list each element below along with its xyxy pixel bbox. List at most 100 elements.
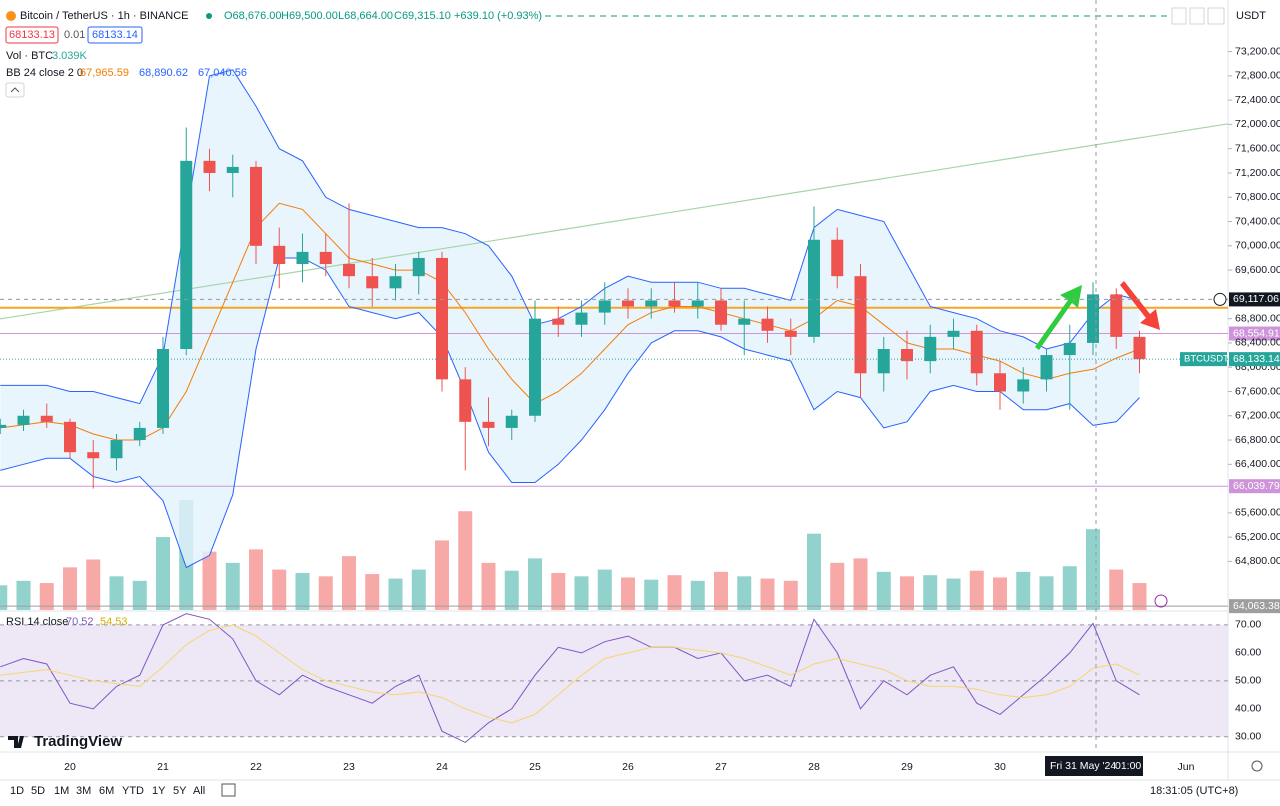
range-button[interactable]: All (193, 785, 205, 797)
symbol-label-box (1180, 352, 1227, 367)
range-button[interactable]: 5D (31, 785, 45, 797)
candle-body (505, 415, 518, 428)
crosshair-price: 69,117.06 (1233, 293, 1279, 305)
volume-bar (876, 571, 891, 610)
range-button[interactable]: 3M (76, 785, 91, 797)
volume-bar (272, 569, 287, 610)
high: H69,500.00 (281, 10, 338, 22)
bb-basis: 67,965.59 (80, 67, 129, 79)
price-label: 66,039.79 (1233, 480, 1280, 492)
range-button[interactable]: YTD (122, 785, 144, 797)
events-icon (1154, 594, 1168, 608)
y-tick-label: 66,800.00 (1235, 434, 1280, 446)
date-range-button[interactable] (221, 783, 236, 797)
volume-bar (458, 511, 473, 610)
volume-bar (1109, 569, 1124, 610)
candle-body (436, 257, 448, 380)
volume-bar (504, 570, 519, 610)
volume-bar (318, 576, 333, 610)
sell-button[interactable] (5, 26, 59, 44)
candle-body (226, 166, 239, 173)
maximize-button[interactable] (1189, 7, 1205, 25)
range-button[interactable]: 1D (10, 785, 24, 797)
candle-body (994, 373, 1006, 392)
crosshair-time: 01:00 (1115, 760, 1141, 772)
range-button[interactable]: 6M (99, 785, 114, 797)
candle-body (87, 452, 100, 459)
candle-body (133, 427, 146, 441)
price-label-box (1229, 599, 1280, 614)
y-tick-label: 67,200.00 (1235, 410, 1280, 422)
volume-bar (783, 580, 798, 610)
candle-body (40, 415, 53, 422)
volume-bar (923, 575, 938, 610)
volume-bar (644, 579, 659, 610)
candle-body (180, 160, 193, 350)
volume-bar (807, 533, 821, 610)
y-tick-label: 70,800.00 (1235, 191, 1280, 203)
status-dot (206, 13, 212, 19)
volume-bar (225, 562, 240, 610)
x-tick-label: 25 (529, 761, 541, 773)
volume-bar (16, 580, 31, 610)
open: O68,676.00 (224, 10, 282, 22)
volume-bar (388, 578, 403, 610)
candle-body (1133, 336, 1146, 360)
candle-body (64, 421, 76, 453)
buy-price[interactable]: 68133.14 (92, 29, 138, 41)
collapse-icon (10, 87, 20, 93)
volume-bar (481, 562, 496, 610)
range-button[interactable]: 1M (54, 785, 69, 797)
range-button[interactable]: 5Y (173, 785, 187, 797)
volume-bar (86, 559, 101, 610)
y-tick-label: 69,600.00 (1235, 264, 1280, 276)
buy-button[interactable] (87, 26, 143, 44)
low: L68,664.00 (338, 10, 393, 22)
volume-bar (853, 558, 868, 610)
crosshair-date: Fri 31 May '24 (1050, 760, 1116, 772)
y-tick-label: 67,600.00 (1235, 385, 1280, 397)
volume-bar (1062, 566, 1077, 610)
range-button[interactable]: 1Y (152, 785, 166, 797)
x-tick-label: 22 (250, 761, 262, 773)
close: C69,315.10 (394, 10, 451, 22)
symbol-label: BTCUSDT (1184, 354, 1229, 365)
candle-body (1110, 294, 1123, 337)
collapse-button[interactable] (5, 82, 25, 98)
bb-fill (0, 69, 1140, 568)
candle-body (854, 276, 867, 374)
candle-body (622, 300, 634, 307)
candle-body (970, 330, 983, 374)
y-tick-label: 70,400.00 (1235, 215, 1280, 227)
candle-body (157, 349, 169, 428)
sell-price[interactable]: 68133.13 (9, 29, 55, 41)
candle-body (947, 330, 960, 337)
scroll-button[interactable] (1171, 7, 1187, 25)
candle-body (738, 318, 751, 325)
time-settings[interactable] (1251, 760, 1263, 772)
rsi-tick-label: 30.00 (1235, 731, 1261, 743)
volume-bar (109, 576, 124, 610)
price-label: 68,554.91 (1233, 327, 1280, 339)
candle-body (296, 251, 309, 265)
volume-bar (1132, 583, 1147, 610)
volume-bar (411, 569, 426, 610)
symbol-icon (6, 11, 16, 21)
currency[interactable]: USDT (1236, 10, 1266, 22)
bb-basis-line (0, 202, 1140, 441)
candle-body (0, 424, 7, 428)
last-price-label: 68,133.14 (1233, 353, 1280, 365)
volume-bar (830, 562, 845, 610)
settings-button[interactable] (1207, 7, 1225, 25)
bb-title: BB 24 close 2 0 (6, 67, 83, 79)
rsi-value: 70.52 (66, 616, 94, 628)
candle-body (575, 312, 588, 325)
candle-body (17, 415, 30, 425)
clock: 18:31:05 (UTC+8) (1150, 785, 1238, 797)
x-tick-label: 21 (157, 761, 169, 773)
rsi-ma-line (0, 624, 1140, 724)
volume-bar (597, 569, 612, 610)
candle-body (761, 318, 774, 331)
volume-bar (969, 570, 984, 610)
price-label-box (1229, 326, 1280, 341)
